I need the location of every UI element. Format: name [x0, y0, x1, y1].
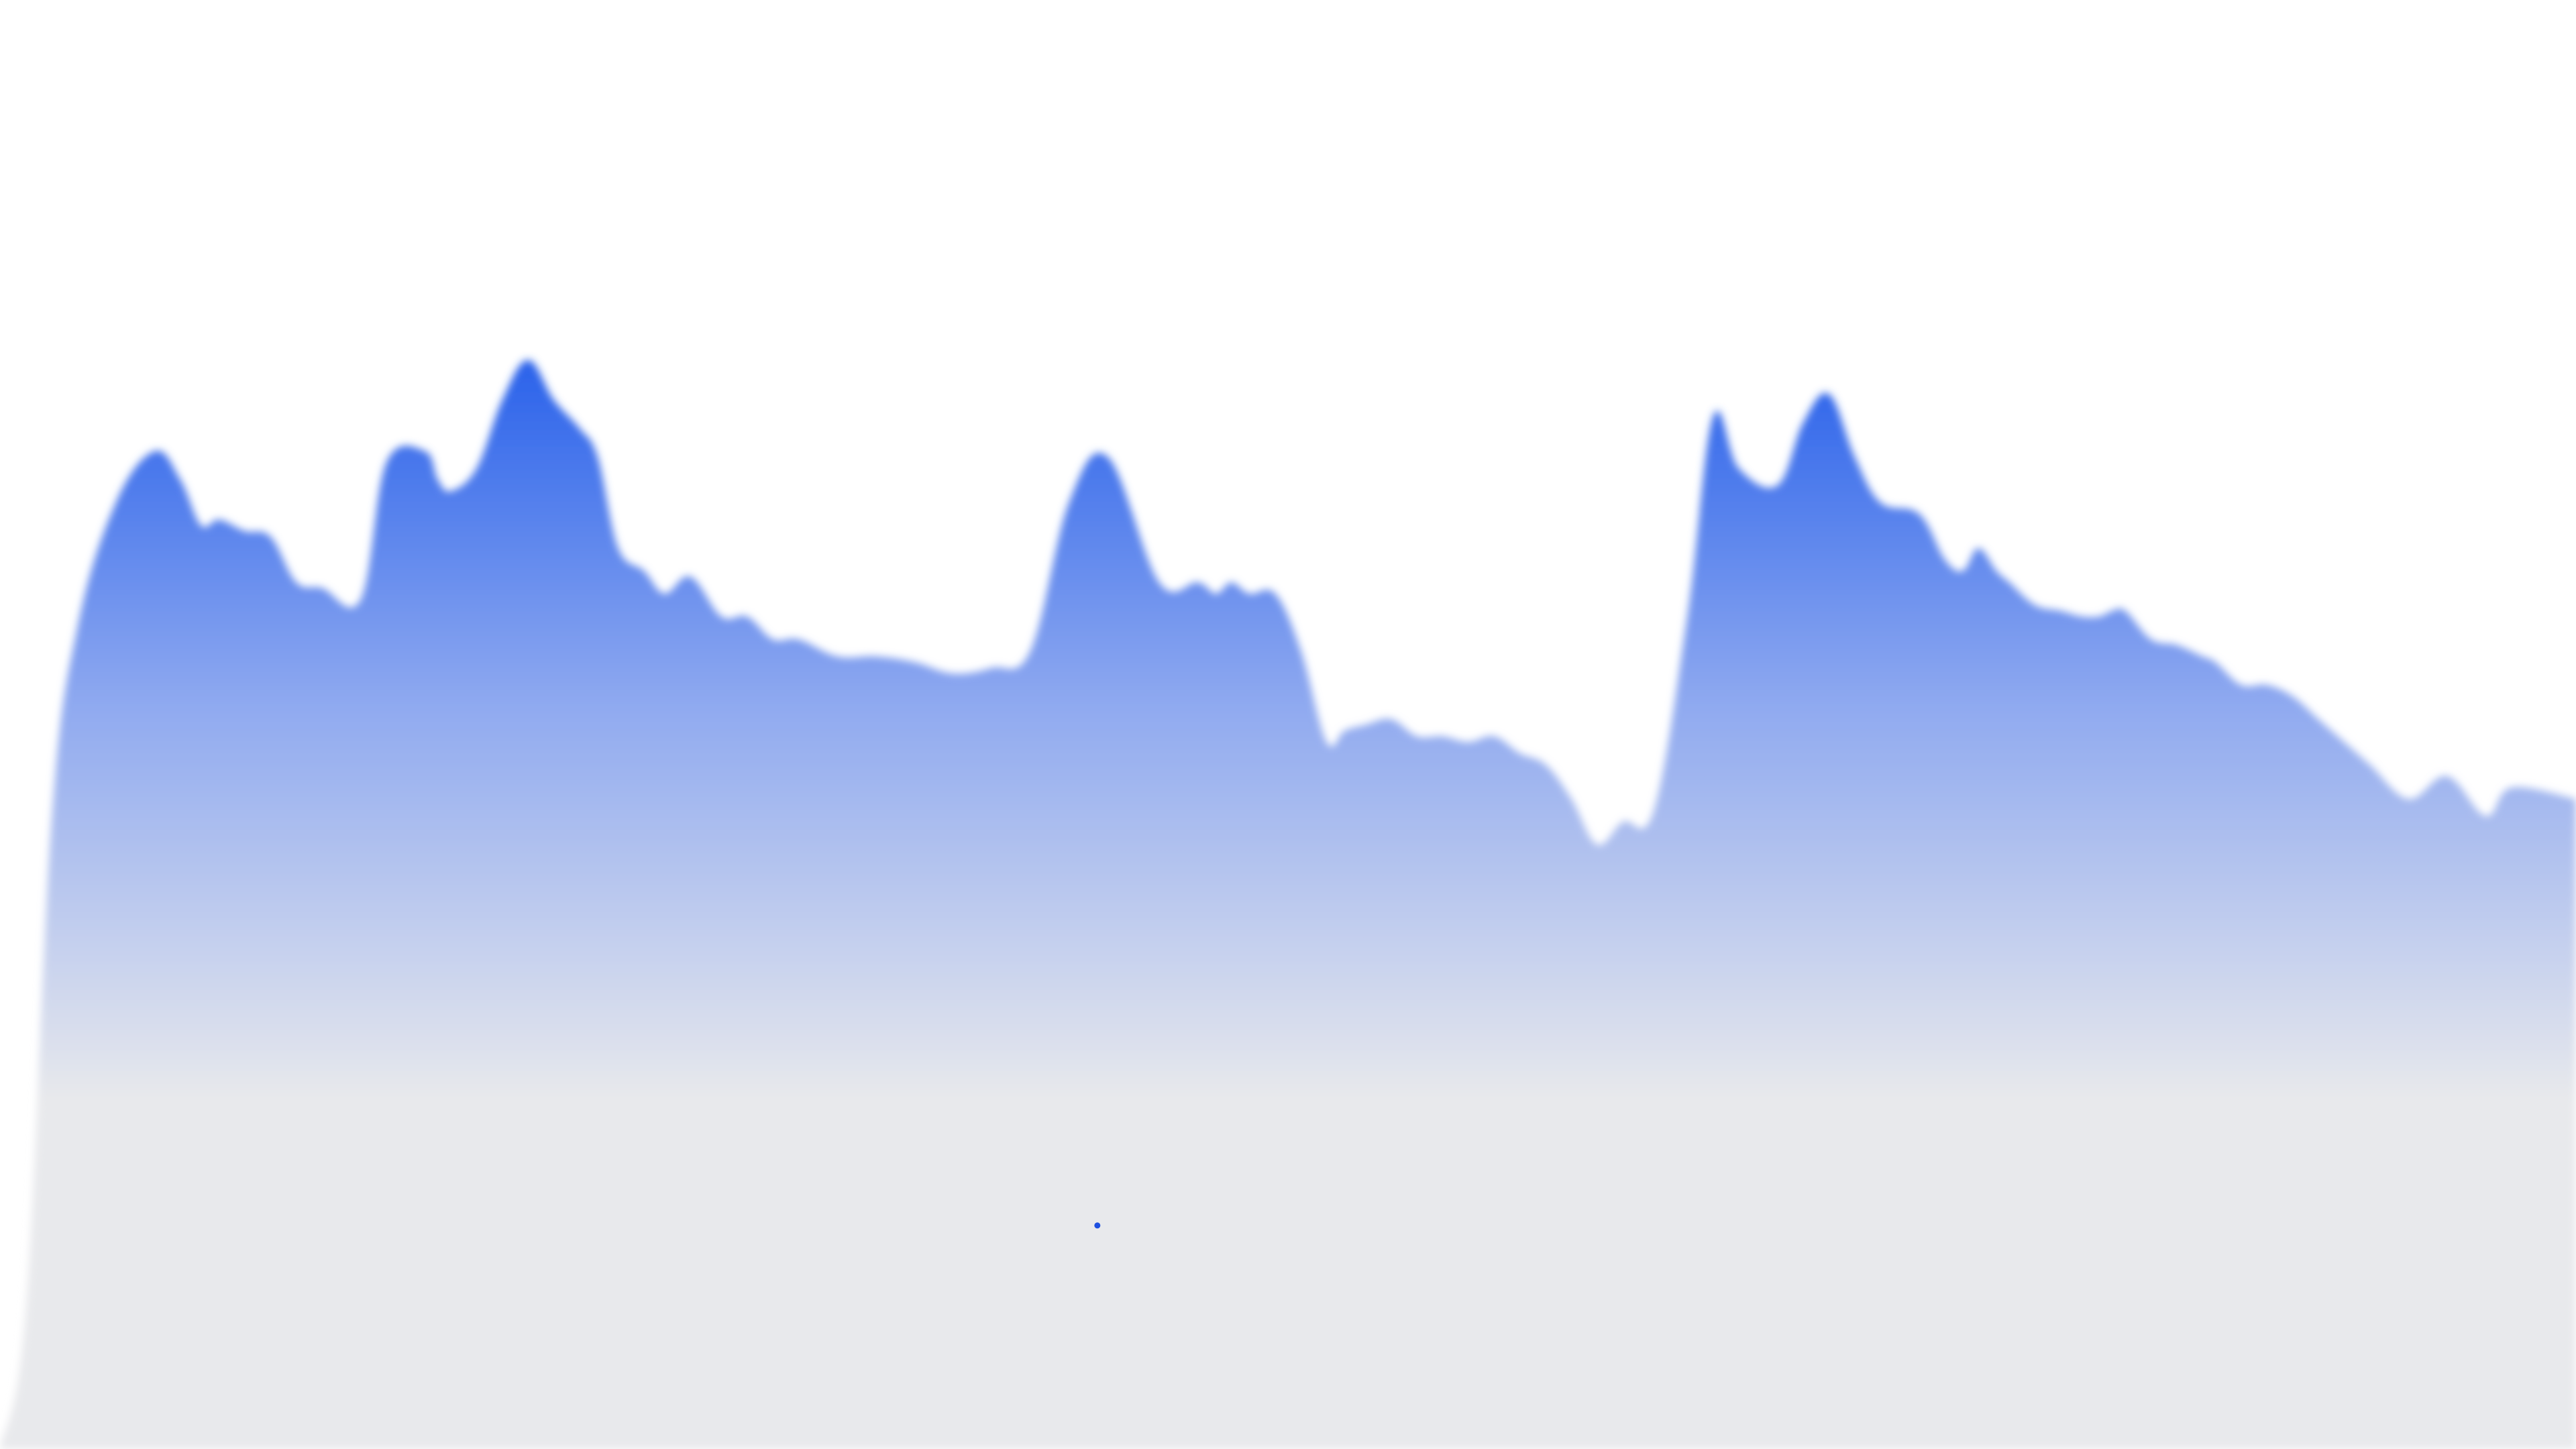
marker-layer [1094, 1222, 1101, 1229]
area-series [0, 360, 2576, 1449]
data-point-marker [1094, 1222, 1101, 1229]
